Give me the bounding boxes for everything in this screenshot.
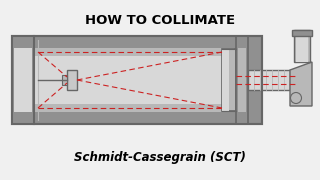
Bar [12,36,262,124]
Bar [26,104,234,112]
Bar [12,36,34,124]
Bar [26,48,234,112]
Bar [292,30,312,36]
Bar [12,36,262,124]
Text: HOW TO COLLIMATE: HOW TO COLLIMATE [85,14,235,27]
Bar [14,48,32,112]
Bar [26,48,234,56]
Bar [222,49,236,111]
Bar [238,48,246,112]
Bar [67,70,77,90]
Circle shape [291,93,301,103]
Bar [62,75,67,85]
Bar [294,30,310,62]
Bar [236,36,248,124]
Bar [296,34,308,62]
Polygon shape [290,62,312,106]
Text: Schmidt-Cassegrain (SCT): Schmidt-Cassegrain (SCT) [74,151,246,164]
Bar [248,70,290,90]
Bar [222,49,229,111]
